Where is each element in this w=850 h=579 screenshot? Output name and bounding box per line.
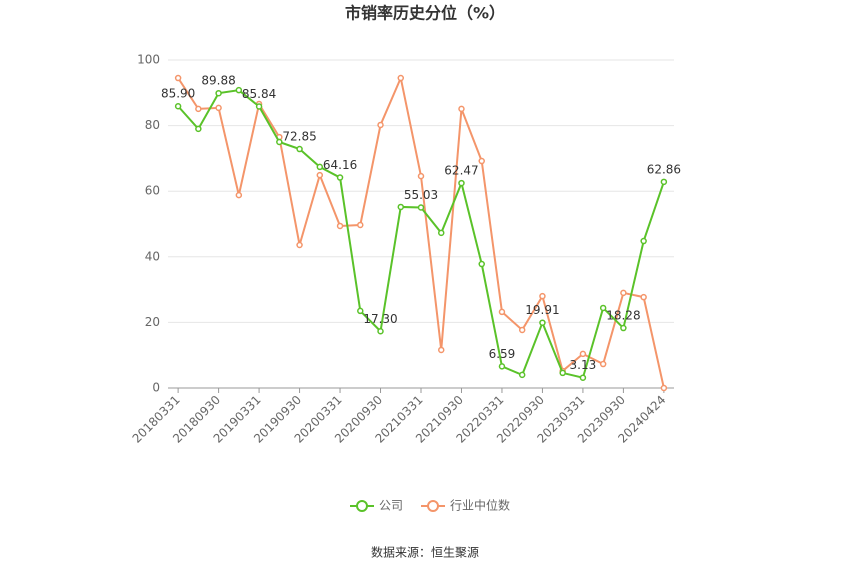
point: [599, 304, 607, 312]
point: [397, 74, 405, 82]
point: [417, 204, 425, 211]
point: [336, 222, 344, 230]
legend-marker: [356, 500, 368, 512]
point: [478, 260, 485, 268]
point: [599, 360, 607, 368]
point: [478, 157, 485, 165]
point: [336, 174, 344, 181]
point: [640, 237, 647, 245]
data-label: 62.47: [444, 164, 478, 178]
point: [660, 384, 668, 392]
point: [195, 125, 202, 133]
point: [215, 89, 222, 97]
data-label: 64.16: [323, 158, 357, 172]
y-tick-label: 0: [152, 381, 160, 395]
data-label: 19.91: [525, 303, 559, 317]
y-tick-label: 60: [145, 184, 160, 198]
point: [316, 171, 324, 179]
series-line: [177, 74, 665, 389]
data-label: 85.90: [161, 87, 195, 101]
point: [579, 374, 587, 381]
point: [518, 371, 526, 379]
point: [539, 292, 546, 300]
point: [539, 319, 546, 326]
data-label: 72.85: [282, 130, 316, 144]
point: [235, 86, 243, 94]
point: [235, 191, 243, 199]
point: [620, 289, 627, 297]
data-label: 6.59: [489, 347, 516, 361]
point: [498, 363, 506, 370]
y-tick-label: 40: [145, 249, 160, 263]
point: [640, 293, 647, 301]
legend-label: 行业中位数: [450, 498, 510, 513]
point: [397, 203, 405, 211]
point: [174, 74, 182, 82]
legend-label: 公司: [379, 499, 403, 513]
point: [316, 163, 324, 171]
data-label: 17.30: [363, 312, 397, 326]
point: [437, 229, 445, 237]
point: [296, 145, 303, 153]
y-tick-label: 100: [137, 53, 160, 67]
data-label: 85.84: [242, 87, 276, 101]
legend-marker: [427, 500, 440, 512]
y-tick-label: 20: [145, 315, 160, 329]
point: [458, 179, 465, 187]
point: [357, 307, 364, 315]
point: [498, 308, 506, 316]
point: [417, 172, 425, 180]
chart-title: 市销率历史分位（%）: [345, 4, 505, 23]
point: [579, 350, 587, 358]
point: [215, 104, 222, 112]
data-label: 18.28: [606, 309, 640, 323]
point: [255, 103, 263, 110]
point: [276, 138, 283, 146]
point: [620, 324, 627, 332]
point: [174, 102, 182, 110]
series-line: [177, 89, 665, 379]
point: [377, 328, 384, 335]
data-label: 89.88: [201, 74, 235, 88]
point: [660, 178, 668, 186]
point: [357, 221, 364, 229]
point: [518, 326, 526, 334]
point: [377, 121, 384, 129]
point: [559, 369, 566, 377]
point: [437, 346, 445, 354]
point: [458, 105, 465, 113]
data-label: 62.86: [647, 162, 681, 176]
data-label: 3.13: [570, 358, 597, 372]
point: [195, 105, 202, 113]
point: [296, 241, 303, 249]
y-tick-label: 80: [145, 118, 160, 132]
data-label: 55.03: [404, 188, 438, 202]
source: 数据来源：恒生聚源: [371, 545, 479, 560]
